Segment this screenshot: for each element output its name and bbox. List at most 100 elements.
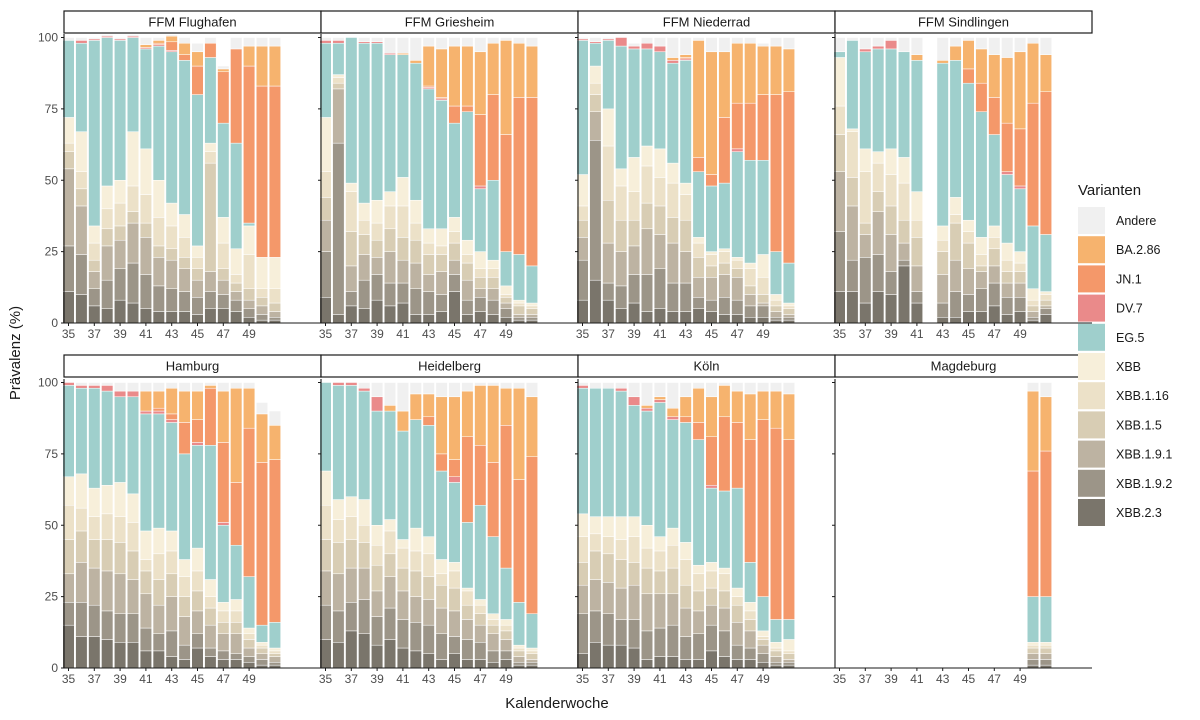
bar-segment-xbb-2-3 bbox=[88, 636, 101, 669]
bar-segment-xbb-1-5 bbox=[744, 285, 757, 295]
bar-segment-dv-7 bbox=[1014, 185, 1027, 190]
bar-segment-eg-5 bbox=[461, 111, 474, 241]
bar-segment-andere bbox=[384, 382, 396, 406]
x-tick-label: 47 bbox=[731, 672, 745, 686]
bar-segment-eg-5 bbox=[332, 385, 345, 500]
bar-segment-xbb-1-5 bbox=[666, 217, 679, 244]
legend-swatch bbox=[1078, 323, 1105, 351]
stacked-bar bbox=[268, 37, 281, 324]
bar-segment-xbb-1-5 bbox=[757, 294, 770, 304]
bar-segment-xbb-1-5 bbox=[448, 587, 461, 612]
bar-segment-xbb-1-9-2 bbox=[615, 619, 628, 646]
bar-segment-xbb-2-3 bbox=[358, 633, 371, 669]
bar-segment-xbb-1-5 bbox=[705, 587, 718, 606]
bar-segment-xbb-2-3 bbox=[988, 305, 1001, 324]
bar-segment-dv-7 bbox=[358, 387, 371, 392]
stacked-bar bbox=[204, 382, 217, 669]
bar-segment-andere bbox=[525, 382, 538, 398]
bar-segment-xbb-1-9-1 bbox=[666, 593, 679, 626]
legend-swatch bbox=[1078, 382, 1105, 410]
bar-segment-xbb-1-5 bbox=[653, 205, 666, 235]
x-tick-label: 41 bbox=[396, 672, 410, 686]
bar-segment-xbb-1-16 bbox=[500, 624, 513, 632]
x-tick-label: 45 bbox=[705, 327, 719, 341]
bar-segment-xbb bbox=[615, 516, 628, 540]
stacked-bar bbox=[705, 382, 718, 669]
bar-segment-xbb-1-5 bbox=[718, 262, 731, 275]
bar-segment-ba-2-86 bbox=[268, 425, 281, 460]
stacked-bar bbox=[62, 37, 75, 324]
bar-segment-eg-5 bbox=[525, 265, 538, 304]
stacked-bar bbox=[615, 382, 628, 669]
bar-segment-xbb-2-3 bbox=[641, 311, 653, 324]
bar-segment-ba-2-86 bbox=[256, 413, 268, 463]
bar-segment-dv-7 bbox=[332, 40, 345, 44]
bar-segment-xbb-1-5 bbox=[589, 94, 602, 112]
bar-segment-andere bbox=[88, 37, 101, 40]
bar-segment-xbb-1-9-1 bbox=[422, 599, 435, 626]
bar-segment-xbb bbox=[165, 530, 178, 552]
bar-segment-xbb bbox=[332, 499, 345, 520]
bar-segment-eg-5 bbox=[602, 387, 615, 517]
bar-segment-xbb-1-9-1 bbox=[114, 573, 127, 615]
bar-segment-xbb-1-5 bbox=[589, 550, 602, 580]
bar-segment-xbb-1-5 bbox=[513, 650, 525, 657]
bar-segment-xbb-1-5 bbox=[500, 297, 513, 304]
bar-segment-xbb-2-3 bbox=[731, 314, 744, 324]
bar-segment-eg-5 bbox=[422, 88, 435, 230]
bar-segment-andere bbox=[846, 37, 859, 41]
bar-segment-jn-1 bbox=[487, 462, 500, 537]
bar-segment-andere bbox=[396, 382, 409, 412]
bar-segment-eg-5 bbox=[435, 100, 448, 230]
bar-segment-xbb-1-16 bbox=[1027, 299, 1039, 307]
bar-segment-xbb-1-9-1 bbox=[859, 234, 872, 258]
bar-segment-xbb-1-16 bbox=[204, 596, 217, 609]
stacked-bar bbox=[1027, 37, 1039, 324]
bar-segment-xbb-1-9-1 bbox=[474, 288, 487, 298]
bar-segment-xbb-1-9-1 bbox=[243, 647, 256, 657]
bar-segment-xbb-1-9-2 bbox=[602, 282, 615, 301]
bar-segment-andere bbox=[409, 382, 422, 395]
bar-segment-andere bbox=[731, 382, 744, 392]
bar-segment-xbb-1-16 bbox=[101, 208, 114, 230]
bar-segment-eg-5 bbox=[513, 254, 525, 301]
bar-segment-xbb-1-9-1 bbox=[975, 271, 988, 289]
bar-segment-eg-5 bbox=[243, 576, 256, 629]
bar-segment-ba-2-86 bbox=[204, 385, 217, 389]
bar-segment-xbb-1-9-2 bbox=[1001, 297, 1014, 315]
bar-segment-ba-2-86 bbox=[178, 390, 191, 423]
bar-segment-jn-1 bbox=[256, 85, 268, 258]
bar-segment-xbb-1-16 bbox=[513, 647, 525, 652]
stacked-bar bbox=[243, 37, 256, 324]
bar-segment-andere bbox=[589, 382, 602, 389]
x-tick-label: 37 bbox=[345, 672, 359, 686]
bar-segment-xbb-1-5 bbox=[782, 308, 795, 315]
bar-segment-xbb-2-3 bbox=[666, 656, 679, 669]
bar-segment-ba-2-86 bbox=[962, 40, 975, 70]
x-tick-label: 41 bbox=[139, 327, 153, 341]
bar-segment-xbb-1-16 bbox=[88, 516, 101, 540]
stacked-bar bbox=[757, 42, 770, 324]
bar-segment-xbb bbox=[332, 74, 345, 78]
bar-segment-jn-1 bbox=[230, 482, 243, 546]
bar-segment-xbb bbox=[75, 473, 88, 509]
bar-segment-ba-2-86 bbox=[217, 390, 230, 443]
x-tick-label: 37 bbox=[859, 672, 873, 686]
bar-segment-xbb-1-5 bbox=[731, 604, 744, 623]
stacked-bar bbox=[345, 37, 358, 324]
bar-segment-xbb-1-5 bbox=[461, 262, 474, 281]
facet-panel: FFM Sindlingen 35 37 39 41 43 45 47 49 bbox=[832, 10, 1093, 341]
bar-segment-xbb-1-16 bbox=[988, 237, 1001, 250]
bar-segment-xbb bbox=[217, 602, 230, 612]
bar-segment-ba-2-86 bbox=[396, 410, 409, 432]
y-axis-title: Prävalenz (%) bbox=[7, 306, 24, 400]
bar-segment-xbb-1-9-2 bbox=[1039, 659, 1052, 666]
bar-segment-andere bbox=[500, 382, 513, 389]
bar-segment-jn-1 bbox=[165, 41, 178, 51]
bar-segment-xbb-1-9-2 bbox=[384, 607, 396, 640]
y-tick-label: 75 bbox=[45, 102, 59, 116]
bar-segment-xbb-1-9-1 bbox=[409, 596, 422, 623]
bar-segment-andere bbox=[770, 382, 782, 392]
x-tick-label: 41 bbox=[910, 672, 924, 686]
bar-segment-eg-5 bbox=[692, 439, 705, 566]
